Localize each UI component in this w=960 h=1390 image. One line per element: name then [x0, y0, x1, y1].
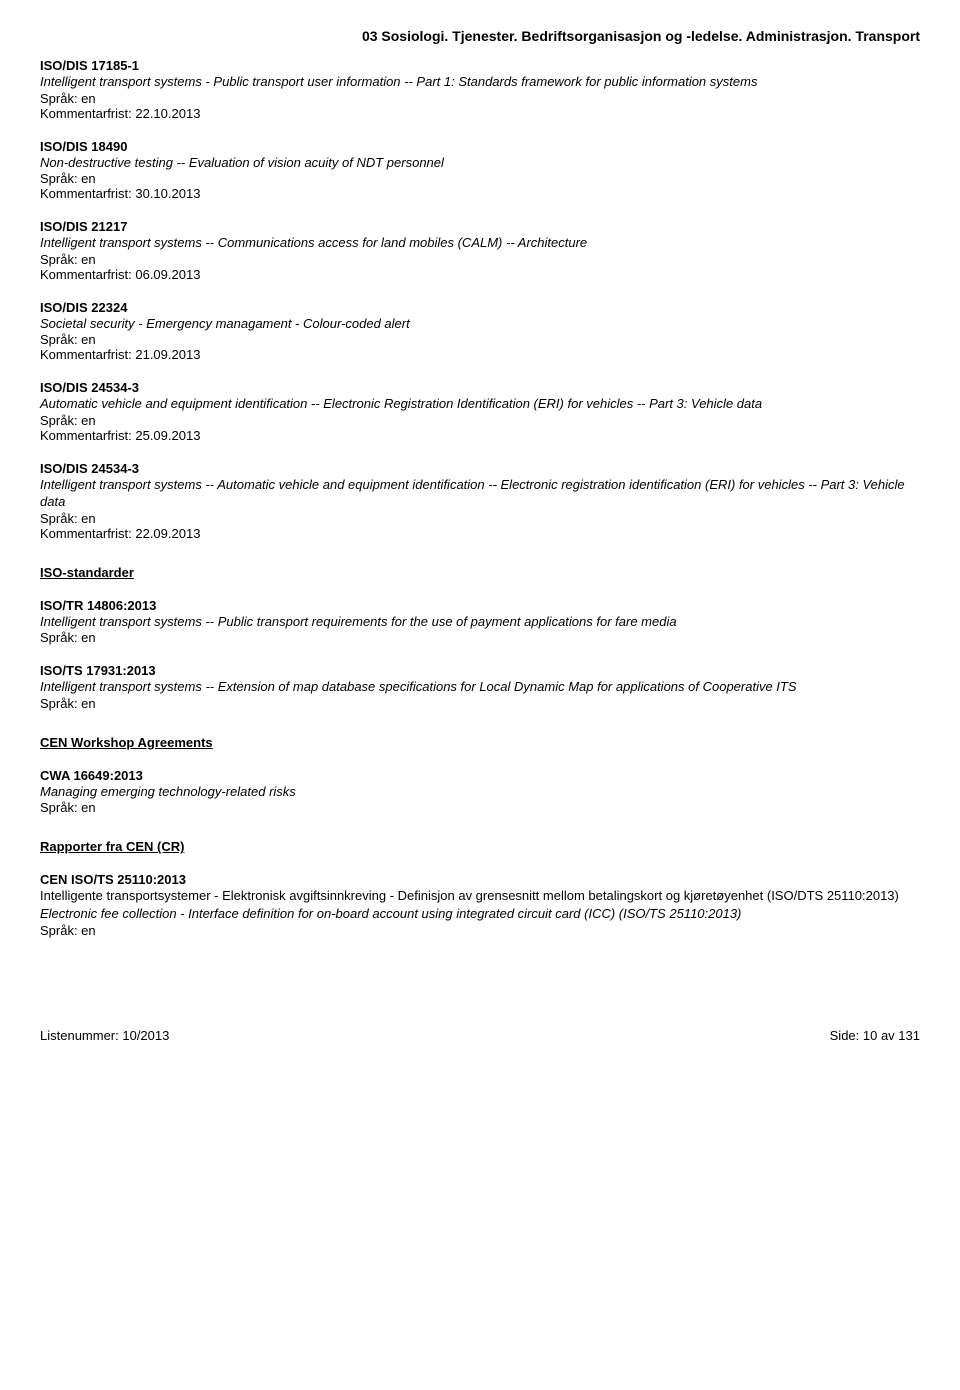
entry-title: Intelligent transport systems -- Communi…: [40, 234, 920, 252]
standard-entry: ISO/DIS 17185-1 Intelligent transport sy…: [40, 58, 920, 121]
entry-id: CWA 16649:2013: [40, 768, 920, 783]
entry-id: ISO/DIS 24534-3: [40, 461, 920, 476]
footer-left: Listenummer: 10/2013: [40, 1028, 169, 1043]
category-header: 03 Sosiologi. Tjenester. Bedriftsorganis…: [40, 28, 920, 44]
standard-entry: CWA 16649:2013 Managing emerging technol…: [40, 768, 920, 816]
entry-subtitle: Intelligente transportsystemer - Elektro…: [40, 887, 920, 905]
section-heading-cen-workshop: CEN Workshop Agreements: [40, 735, 920, 750]
entry-deadline: Kommentarfrist: 30.10.2013: [40, 186, 920, 201]
section-heading-rapporter: Rapporter fra CEN (CR): [40, 839, 920, 854]
standard-entry: ISO/DIS 18490 Non-destructive testing --…: [40, 139, 920, 202]
entry-deadline: Kommentarfrist: 06.09.2013: [40, 267, 920, 282]
entry-language: Språk: en: [40, 171, 920, 186]
entry-title: Electronic fee collection - Interface de…: [40, 905, 920, 923]
standard-entry: ISO/DIS 22324 Societal security - Emerge…: [40, 300, 920, 363]
entry-language: Språk: en: [40, 511, 920, 526]
entry-language: Språk: en: [40, 630, 920, 645]
entry-id: ISO/TR 14806:2013: [40, 598, 920, 613]
section-heading-iso-standarder: ISO-standarder: [40, 565, 920, 580]
entry-title: Intelligent transport systems -- Public …: [40, 613, 920, 631]
entry-id: ISO/TS 17931:2013: [40, 663, 920, 678]
standard-entry: ISO/DIS 24534-3 Automatic vehicle and eq…: [40, 380, 920, 443]
entry-id: ISO/DIS 21217: [40, 219, 920, 234]
entry-title: Automatic vehicle and equipment identifi…: [40, 395, 920, 413]
entry-title: Intelligent transport systems -- Automat…: [40, 476, 920, 511]
standard-entry: ISO/TS 17931:2013 Intelligent transport …: [40, 663, 920, 711]
entry-language: Språk: en: [40, 91, 920, 106]
standard-entry: ISO/DIS 21217 Intelligent transport syst…: [40, 219, 920, 282]
entry-title: Non-destructive testing -- Evaluation of…: [40, 154, 920, 172]
entry-language: Språk: en: [40, 696, 920, 711]
entry-language: Språk: en: [40, 252, 920, 267]
entry-id: ISO/DIS 22324: [40, 300, 920, 315]
entry-deadline: Kommentarfrist: 21.09.2013: [40, 347, 920, 362]
entry-title: Societal security - Emergency managament…: [40, 315, 920, 333]
entry-id: ISO/DIS 18490: [40, 139, 920, 154]
entry-id: CEN ISO/TS 25110:2013: [40, 872, 920, 887]
standard-entry: CEN ISO/TS 25110:2013 Intelligente trans…: [40, 872, 920, 937]
entry-language: Språk: en: [40, 413, 920, 428]
entry-language: Språk: en: [40, 800, 920, 815]
standard-entry: ISO/TR 14806:2013 Intelligent transport …: [40, 598, 920, 646]
page-footer: Listenummer: 10/2013 Side: 10 av 131: [40, 1028, 920, 1043]
entry-deadline: Kommentarfrist: 25.09.2013: [40, 428, 920, 443]
entry-title: Intelligent transport systems - Public t…: [40, 73, 920, 91]
entry-id: ISO/DIS 24534-3: [40, 380, 920, 395]
entry-language: Språk: en: [40, 923, 920, 938]
entry-deadline: Kommentarfrist: 22.10.2013: [40, 106, 920, 121]
entry-title: Intelligent transport systems -- Extensi…: [40, 678, 920, 696]
entry-language: Språk: en: [40, 332, 920, 347]
footer-right: Side: 10 av 131: [830, 1028, 920, 1043]
entry-id: ISO/DIS 17185-1: [40, 58, 920, 73]
standard-entry: ISO/DIS 24534-3 Intelligent transport sy…: [40, 461, 920, 541]
entry-deadline: Kommentarfrist: 22.09.2013: [40, 526, 920, 541]
entry-title: Managing emerging technology-related ris…: [40, 783, 920, 801]
